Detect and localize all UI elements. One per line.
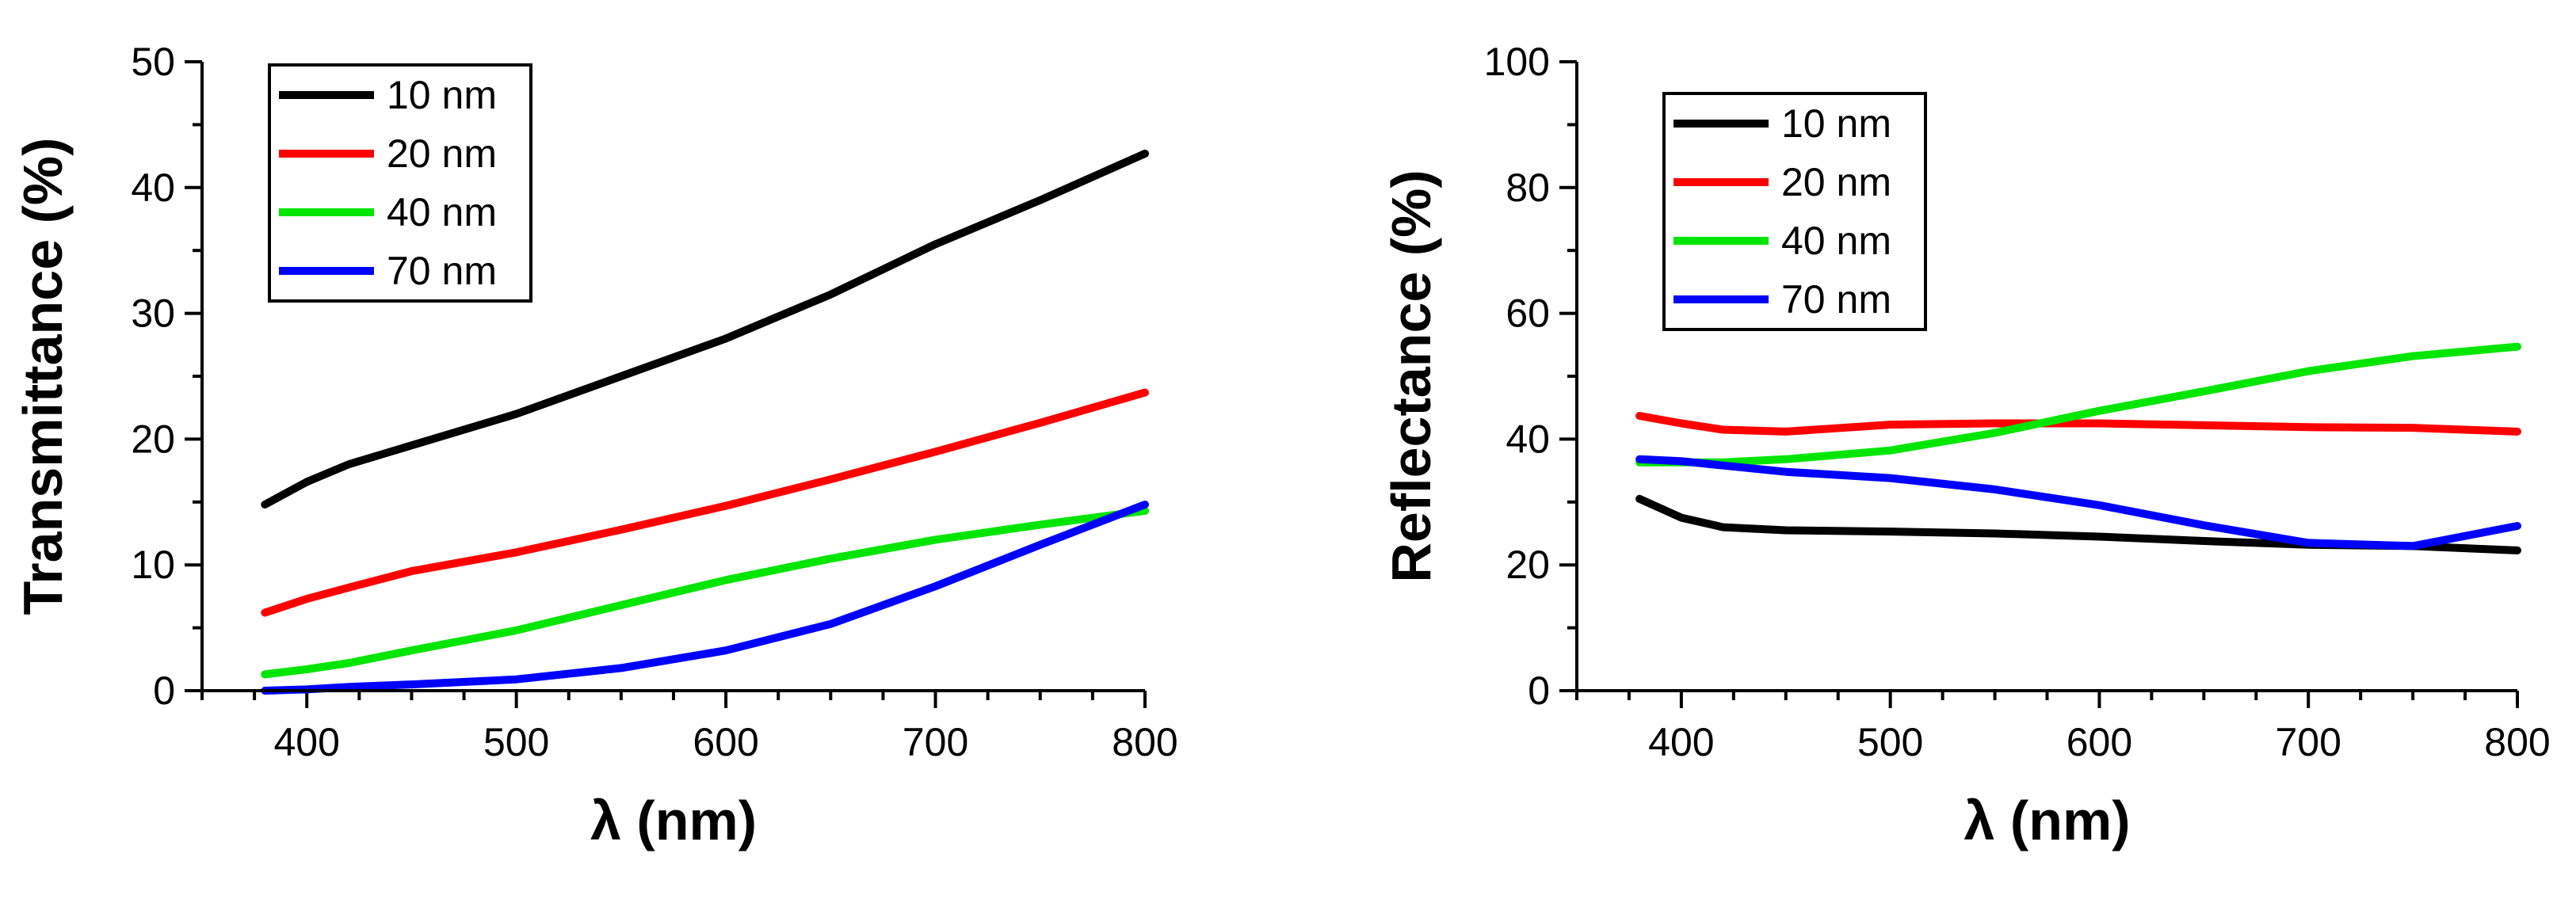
legend-label: 70 nm xyxy=(387,249,497,293)
y-tick-label: 0 xyxy=(1528,669,1550,713)
y-tick-label: 30 xyxy=(131,291,175,336)
reflectance-x-axis-title: λ (nm) xyxy=(1964,790,2131,851)
transmittance-y-axis-title: Transmittance (%) xyxy=(12,138,74,615)
x-tick-label: 600 xyxy=(693,720,758,764)
series-line-20-nm xyxy=(1635,412,2521,436)
legend-entry: 70 nm xyxy=(1673,277,1891,322)
series-line-40-nm xyxy=(1635,342,2521,467)
series-line-40-nm xyxy=(261,506,1149,679)
transmittance-legend: 10 nm 20 nm 40 nm 70 nm xyxy=(268,63,532,303)
reflectance-chart: 400 500 600 700 800 0 20 40 60 80 100 λ (nm) Refle… xyxy=(1380,40,2551,851)
legend-entry: 40 nm xyxy=(279,190,497,234)
y-tick-label: 0 xyxy=(153,669,175,713)
series-line-70-nm xyxy=(1635,455,2521,550)
legend-label: 10 nm xyxy=(387,73,497,117)
reflectance-y-axis-title: Reflectance (%) xyxy=(1380,170,1442,582)
x-tick-label: 400 xyxy=(1648,720,1714,764)
series-line-70-nm xyxy=(261,501,1149,695)
x-tick-label: 500 xyxy=(483,720,549,764)
transmittance-legend-box xyxy=(268,63,532,303)
legend-entry: 20 nm xyxy=(1673,160,1891,204)
legend-label: 40 nm xyxy=(1781,219,1891,263)
legend-label: 70 nm xyxy=(1781,277,1891,322)
y-tick-label: 50 xyxy=(131,40,175,84)
legend-label: 40 nm xyxy=(387,190,497,234)
y-tick-label: 40 xyxy=(1506,417,1550,461)
reflectance-legend: 10 nm 20 nm 40 nm 70 nm xyxy=(1662,92,1927,331)
x-tick-label: 500 xyxy=(1857,720,1923,764)
x-tick-label: 600 xyxy=(2067,720,2132,764)
transmittance-series xyxy=(261,149,1149,695)
y-tick-label: 20 xyxy=(1506,543,1550,587)
legend-entry: 40 nm xyxy=(1673,219,1891,263)
series-line-20-nm xyxy=(261,388,1149,617)
legend-entry: 10 nm xyxy=(1673,101,1891,146)
x-tick-label: 700 xyxy=(2276,720,2341,764)
transmittance-x-axis-title: λ (nm) xyxy=(590,790,757,851)
y-tick-label: 80 xyxy=(1506,166,1550,210)
legend-entry: 70 nm xyxy=(279,249,497,293)
reflectance-series xyxy=(1635,342,2521,554)
legend-entry: 10 nm xyxy=(279,73,497,117)
series-line-10-nm xyxy=(261,149,1149,509)
x-tick-label: 400 xyxy=(274,720,340,764)
legend-label: 10 nm xyxy=(1781,101,1891,146)
legend-entry: 20 nm xyxy=(279,131,497,176)
transmittance-chart: 400 500 600 700 800 0 10 20 30 40 50 λ (nm) Transm… xyxy=(12,40,1178,851)
legend-label: 20 nm xyxy=(387,131,497,176)
y-tick-label: 10 xyxy=(131,543,175,587)
reflectance-legend-box xyxy=(1662,92,1927,331)
x-tick-label: 800 xyxy=(1112,720,1177,764)
x-tick-label: 800 xyxy=(2484,720,2550,764)
y-tick-label: 60 xyxy=(1506,291,1550,336)
y-tick-label: 100 xyxy=(1484,40,1550,84)
y-tick-label: 40 xyxy=(131,166,175,210)
reflectance-axes: 400 500 600 700 800 0 20 40 60 80 100 xyxy=(1484,40,2551,764)
x-tick-label: 700 xyxy=(903,720,968,764)
legend-label: 20 nm xyxy=(1781,160,1891,204)
transmittance-axes: 400 500 600 700 800 0 10 20 30 40 50 xyxy=(131,40,1177,764)
y-tick-label: 20 xyxy=(131,417,175,461)
